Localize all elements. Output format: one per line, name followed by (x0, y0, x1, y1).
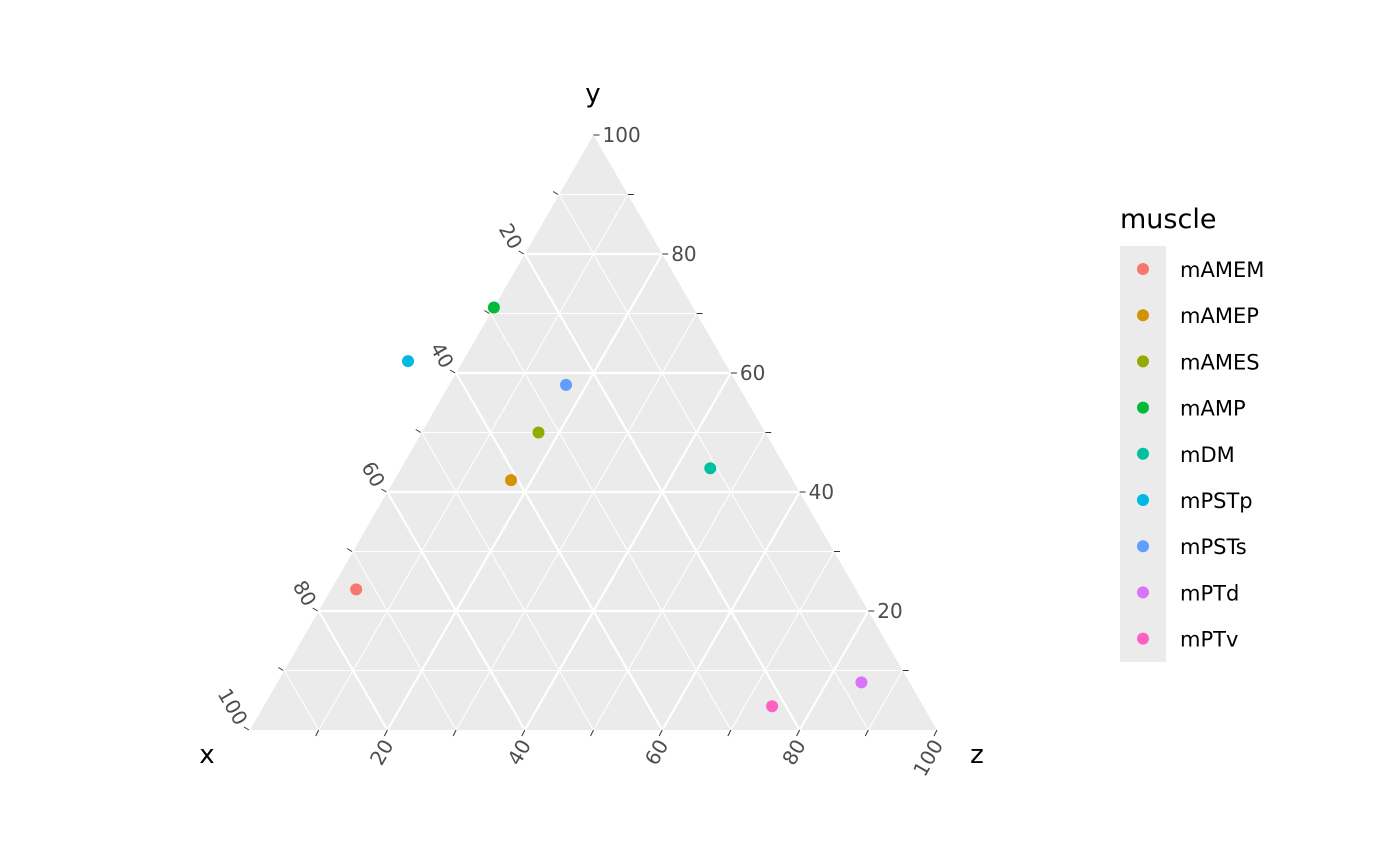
tick-z (590, 729, 594, 737)
grid-minor-x (558, 194, 869, 731)
x-tick-label: 40 (425, 338, 459, 372)
legend-key-mAMP (1137, 401, 1149, 414)
legend-label-mAMP: mAMP (1180, 397, 1246, 421)
legend-key-mDM (1137, 447, 1149, 460)
legend: muscle mAMEMmAMEPmAMESmAMPmDMmPSTpmPSTsm… (1120, 204, 1264, 662)
point-mPSTp (402, 355, 415, 368)
tick-x (278, 667, 284, 671)
x-axis-title: x (199, 740, 214, 770)
legend-key-mPSTp (1137, 494, 1149, 506)
legend-items: mAMEM mAMEP mAMES mAMP mDM mPSTp mPSTs mPTd mPTv (1137, 258, 1264, 652)
tick-z (864, 729, 869, 737)
z-tick-label: 20 (365, 735, 399, 769)
y-tick-label: 100 (603, 123, 641, 147)
grid-minor-z (730, 551, 835, 731)
z-tick-label: 100 (908, 735, 948, 780)
tick-z (796, 729, 801, 737)
legend-key-mPTd (1137, 586, 1149, 599)
tick-z (452, 729, 457, 737)
y-tick-label: 20 (877, 599, 902, 623)
tick-marks (243, 134, 938, 737)
tick-x (415, 429, 422, 433)
tick-z (933, 729, 938, 737)
grid-minor-x (352, 551, 457, 731)
point-mDM (704, 462, 717, 475)
legend-label-mAMEM: mAMEM (1180, 258, 1264, 282)
tick-z (383, 729, 388, 737)
grid-major-x (386, 491, 526, 731)
z-tick-label: 60 (640, 735, 674, 769)
point-mAMES (532, 426, 545, 439)
grid-minor-x (489, 313, 732, 731)
tick-x (552, 191, 559, 195)
grid-major-z (798, 610, 870, 731)
z-tick-label: 80 (777, 735, 811, 769)
tick-x (312, 607, 318, 612)
legend-label-mAMES: mAMES (1180, 350, 1260, 374)
grid-minor-z (455, 313, 698, 731)
point-mPTv (766, 700, 779, 713)
grid-minor-z (318, 194, 629, 731)
legend-key-mPTv (1137, 632, 1149, 645)
legend-key-mPSTs (1137, 540, 1149, 553)
legend-title: muscle (1120, 204, 1216, 235)
legend-label-mPTd: mPTd (1180, 581, 1239, 605)
grid-lines (283, 193, 904, 731)
z-axis-title: z (970, 740, 984, 770)
legend-key-mAMEM (1137, 263, 1149, 275)
data-points (350, 301, 868, 713)
grid-major-z (661, 491, 801, 731)
y-tick-label: 40 (809, 480, 834, 504)
point-mPSTs (560, 378, 573, 391)
grid-minor-z (867, 670, 904, 731)
tick-z (727, 729, 732, 737)
point-mAMEP (505, 474, 518, 487)
tick-x (346, 548, 353, 552)
tick-x (243, 726, 250, 731)
grid-minor-x (283, 670, 320, 731)
y-tick-label: 80 (671, 242, 696, 266)
legend-key-mAMEP (1137, 309, 1149, 322)
x-tick-label: 80 (288, 576, 322, 610)
tick-z (315, 729, 320, 737)
point-mAMEM (350, 583, 363, 596)
legend-label-mPSTs: mPSTs (1180, 535, 1247, 559)
tick-x (449, 369, 456, 374)
legend-label-mPTv: mPTv (1180, 628, 1238, 652)
tick-x (518, 250, 525, 255)
y-tick-label: 60 (740, 361, 765, 385)
x-tick-label: 100 (213, 684, 253, 729)
tick-z (521, 729, 526, 737)
grid-minor-z (593, 432, 766, 731)
z-tick-label: 40 (502, 735, 536, 769)
legend-label-mPSTp: mPSTp (1180, 489, 1253, 513)
tick-x (484, 310, 490, 314)
grid-minor-x (421, 432, 594, 731)
x-tick-label: 20 (494, 219, 528, 253)
legend-key-mAMES (1137, 355, 1149, 368)
legend-label-mDM: mDM (1180, 443, 1235, 467)
point-mAMP (487, 301, 500, 314)
tick-x (381, 488, 387, 493)
legend-label-mAMEP: mAMEP (1180, 304, 1259, 328)
grid-major-x (317, 610, 389, 731)
x-tick-label: 60 (357, 457, 391, 491)
y-axis-title: y (585, 79, 600, 109)
tick-z (658, 729, 663, 737)
point-mPTd (855, 676, 868, 689)
